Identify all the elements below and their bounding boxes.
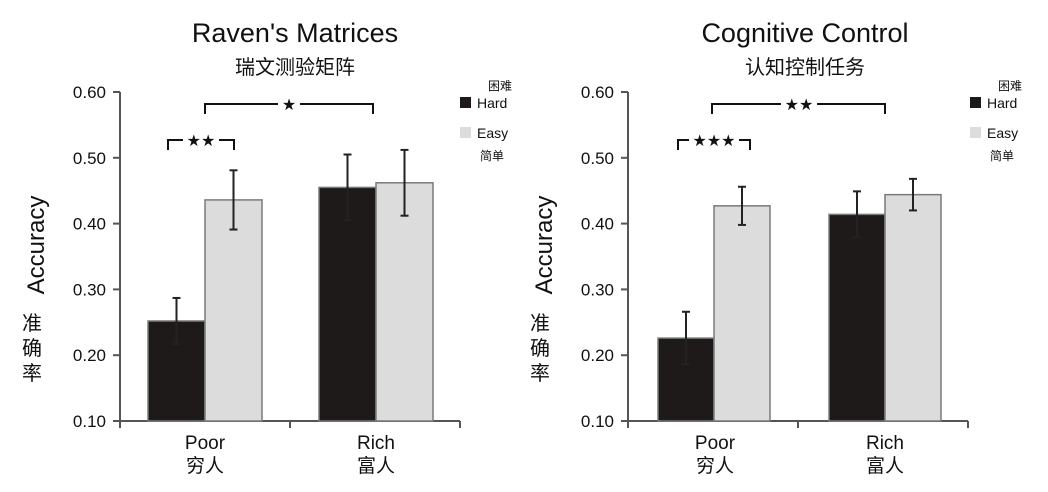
y-tick-label: 0.30 [581, 280, 614, 299]
chart-panel-2: Cognitive Control 认知控制任务 Accuracy 准确率 0.10 0.… [530, 18, 1022, 477]
x-category-label-cn: 穷人 [696, 455, 734, 477]
chart-subtitle: 认知控制任务 [745, 55, 865, 79]
legend-label-hard-cn: 困难 [488, 79, 512, 93]
legend-swatch-hard [460, 97, 471, 108]
x-category-label: Rich [357, 433, 395, 454]
legend-label-hard: Hard [477, 95, 507, 111]
y-tick-label: 0.20 [73, 346, 106, 365]
y-axis-label-cn-char: 率 [22, 361, 42, 385]
y-axis-label: Accuracy [531, 196, 558, 295]
y-tick-label: 0.60 [581, 83, 614, 102]
y-axis-label-cn-char: 准 [22, 311, 42, 335]
y-tick-label: 0.30 [73, 280, 106, 299]
significance-stars: ★★★ [692, 131, 735, 150]
chart-subtitle: 瑞文测验矩阵 [235, 55, 355, 79]
x-category-label-cn: 穷人 [186, 455, 224, 477]
legend-swatch-hard [970, 97, 981, 108]
y-axis-label-cn-char: 确 [530, 336, 550, 360]
x-category-label: Rich [866, 433, 904, 454]
y-axis-label-cn-char: 确 [22, 336, 42, 360]
significance-stars: ★ [282, 95, 296, 114]
bar-hard-rich [828, 213, 886, 422]
y-tick-label: 0.10 [73, 412, 106, 431]
bar-easy-poor [204, 199, 263, 422]
y-tick-label: 0.20 [581, 346, 614, 365]
bar-easy-rich [884, 193, 942, 422]
x-category-label-cn: 富人 [357, 455, 395, 477]
legend-label-easy: Easy [987, 125, 1018, 141]
y-axis-label: Accuracy [23, 196, 50, 295]
y-tick-label: 0.60 [73, 83, 106, 102]
significance-label-bg [183, 131, 219, 149]
legend-label-easy: Easy [477, 125, 508, 141]
legend-swatch-easy [460, 127, 471, 138]
x-category-label: Poor [695, 433, 736, 454]
x-category-label: Poor [185, 433, 226, 454]
x-category-label-cn: 富人 [866, 455, 904, 477]
legend-label-hard-cn: 困难 [998, 79, 1022, 93]
legend-label-hard: Hard [987, 95, 1017, 111]
chart-panel-1: Raven's Matrices 瑞文测验矩阵 Accuracy 准确率 0.10 0.2… [22, 18, 512, 477]
significance-stars: ★★ [187, 131, 216, 150]
y-axis-label-cn-char: 率 [530, 361, 550, 385]
chart-title: Cognitive Control [701, 18, 908, 48]
y-axis-label-cn-char: 准 [530, 311, 550, 335]
bar-hard-rich [318, 186, 377, 422]
significance-label-bg [278, 95, 300, 113]
y-tick-label: 0.50 [581, 149, 614, 168]
y-tick-label: 0.10 [581, 412, 614, 431]
y-tick-label: 0.40 [73, 215, 106, 234]
significance-label-bg [781, 95, 817, 113]
bar-easy-rich [375, 182, 434, 422]
legend-label-easy-cn: 简单 [480, 149, 504, 163]
legend-swatch-easy [970, 127, 981, 138]
significance-label-bg [689, 131, 739, 149]
chart-title: Raven's Matrices [192, 18, 398, 48]
bar-easy-poor [713, 205, 771, 422]
y-tick-label: 0.40 [581, 215, 614, 234]
legend-label-easy-cn: 简单 [990, 149, 1014, 163]
y-tick-label: 0.50 [73, 149, 106, 168]
significance-stars: ★★ [785, 95, 814, 114]
